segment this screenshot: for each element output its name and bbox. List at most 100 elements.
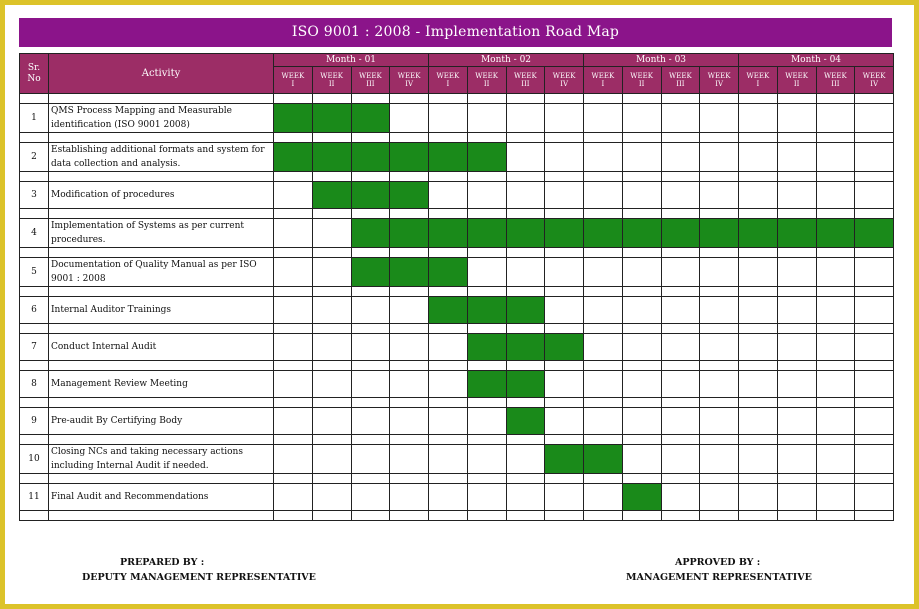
spacer-cell: [350, 510, 391, 521]
spacer-cell: [273, 132, 313, 143]
week-cell: [815, 370, 856, 398]
spacer-cell: [544, 473, 584, 484]
spacer-cell: [776, 397, 817, 408]
spacer-cell: [311, 93, 352, 104]
spacer-cell: [389, 360, 429, 371]
week-cell: [428, 181, 468, 209]
spacer-cell: [505, 132, 546, 143]
page-title: ISO 9001 : 2008 - Implementation Road Ma…: [19, 18, 892, 47]
spacer-row: [19, 360, 894, 371]
week-cell: [505, 103, 546, 133]
spacer-cell: [854, 286, 894, 297]
task-row: 11 Final Audit and Recommendations: [19, 483, 894, 511]
spacer-cell: [389, 286, 429, 297]
week-header: WEEK II: [311, 66, 352, 94]
spacer-cell: [583, 510, 623, 521]
spacer-cell: [660, 473, 701, 484]
week-cell: [428, 370, 468, 398]
spacer-cell: [544, 360, 584, 371]
week-number: I: [756, 80, 760, 88]
week-cell: [699, 142, 739, 172]
gantt-bar-cell: [505, 407, 546, 435]
spacer-row: [19, 93, 894, 104]
gantt-bar-cell: [544, 333, 584, 361]
gantt-bar-cell: [505, 218, 546, 248]
week-cell: [776, 296, 817, 324]
task-activity: Closing NCs and taking necessary actions…: [48, 444, 274, 474]
task-row: 1 QMS Process Mapping and Measurable iden…: [19, 103, 894, 133]
task-sr-no: 10: [19, 444, 49, 474]
week-cell: [505, 181, 546, 209]
week-cell: [350, 296, 391, 324]
spacer-cell: [428, 434, 468, 445]
spacer-cell: [621, 323, 662, 334]
spacer-cell: [505, 473, 546, 484]
spacer-cell: [854, 510, 894, 521]
spacer-cell: [311, 434, 352, 445]
spacer-cell: [48, 132, 274, 143]
spacer-cell: [428, 473, 468, 484]
spacer-cell: [738, 208, 778, 219]
spacer-cell: [350, 286, 391, 297]
week-number: IV: [405, 80, 414, 88]
week-cell: [776, 444, 817, 474]
spacer-cell: [583, 397, 623, 408]
spacer-cell: [776, 473, 817, 484]
spacer-cell: [583, 323, 623, 334]
spacer-cell: [19, 286, 49, 297]
spacer-cell: [48, 510, 274, 521]
week-cell: [854, 444, 894, 474]
spacer-cell: [621, 132, 662, 143]
spacer-cell: [505, 360, 546, 371]
week-cell: [854, 296, 894, 324]
spacer-cell: [273, 473, 313, 484]
spacer-cell: [583, 360, 623, 371]
week-word: WEEK: [359, 72, 382, 80]
week-cell: [273, 181, 313, 209]
spacer-cell: [505, 323, 546, 334]
task-sr-no: 4: [19, 218, 49, 248]
week-cell: [311, 370, 352, 398]
spacer-cell: [311, 208, 352, 219]
gantt-bar-cell: [583, 444, 623, 474]
week-cell: [273, 218, 313, 248]
spacer-cell: [699, 473, 739, 484]
week-number: I: [601, 80, 605, 88]
week-cell: [350, 483, 391, 511]
spacer-cell: [544, 510, 584, 521]
spacer-cell: [621, 93, 662, 104]
spacer-cell: [621, 171, 662, 182]
gantt-bar-cell: [389, 257, 429, 287]
week-cell: [311, 407, 352, 435]
spacer-cell: [699, 510, 739, 521]
week-cell: [621, 333, 662, 361]
spacer-cell: [699, 323, 739, 334]
week-cell: [505, 483, 546, 511]
spacer-cell: [621, 286, 662, 297]
spacer-row: [19, 132, 894, 143]
spacer-cell: [350, 434, 391, 445]
gantt-bar-cell: [311, 103, 352, 133]
spacer-cell: [466, 93, 507, 104]
spacer-cell: [466, 397, 507, 408]
week-cell: [660, 257, 701, 287]
spacer-cell: [466, 360, 507, 371]
spacer-cell: [621, 247, 662, 258]
spacer-cell: [19, 171, 49, 182]
spacer-cell: [660, 93, 701, 104]
week-number: IV: [715, 80, 724, 88]
week-cell: [583, 257, 623, 287]
week-cell: [583, 370, 623, 398]
task-activity: Establishing additional formats and syst…: [48, 142, 274, 172]
spacer-cell: [350, 208, 391, 219]
spacer-cell: [505, 93, 546, 104]
spacer-cell: [350, 397, 391, 408]
spacer-cell: [389, 171, 429, 182]
spacer-cell: [583, 286, 623, 297]
spacer-cell: [48, 397, 274, 408]
spacer-cell: [273, 510, 313, 521]
week-cell: [621, 444, 662, 474]
spacer-cell: [428, 510, 468, 521]
spacer-cell: [815, 360, 856, 371]
week-cell: [350, 333, 391, 361]
